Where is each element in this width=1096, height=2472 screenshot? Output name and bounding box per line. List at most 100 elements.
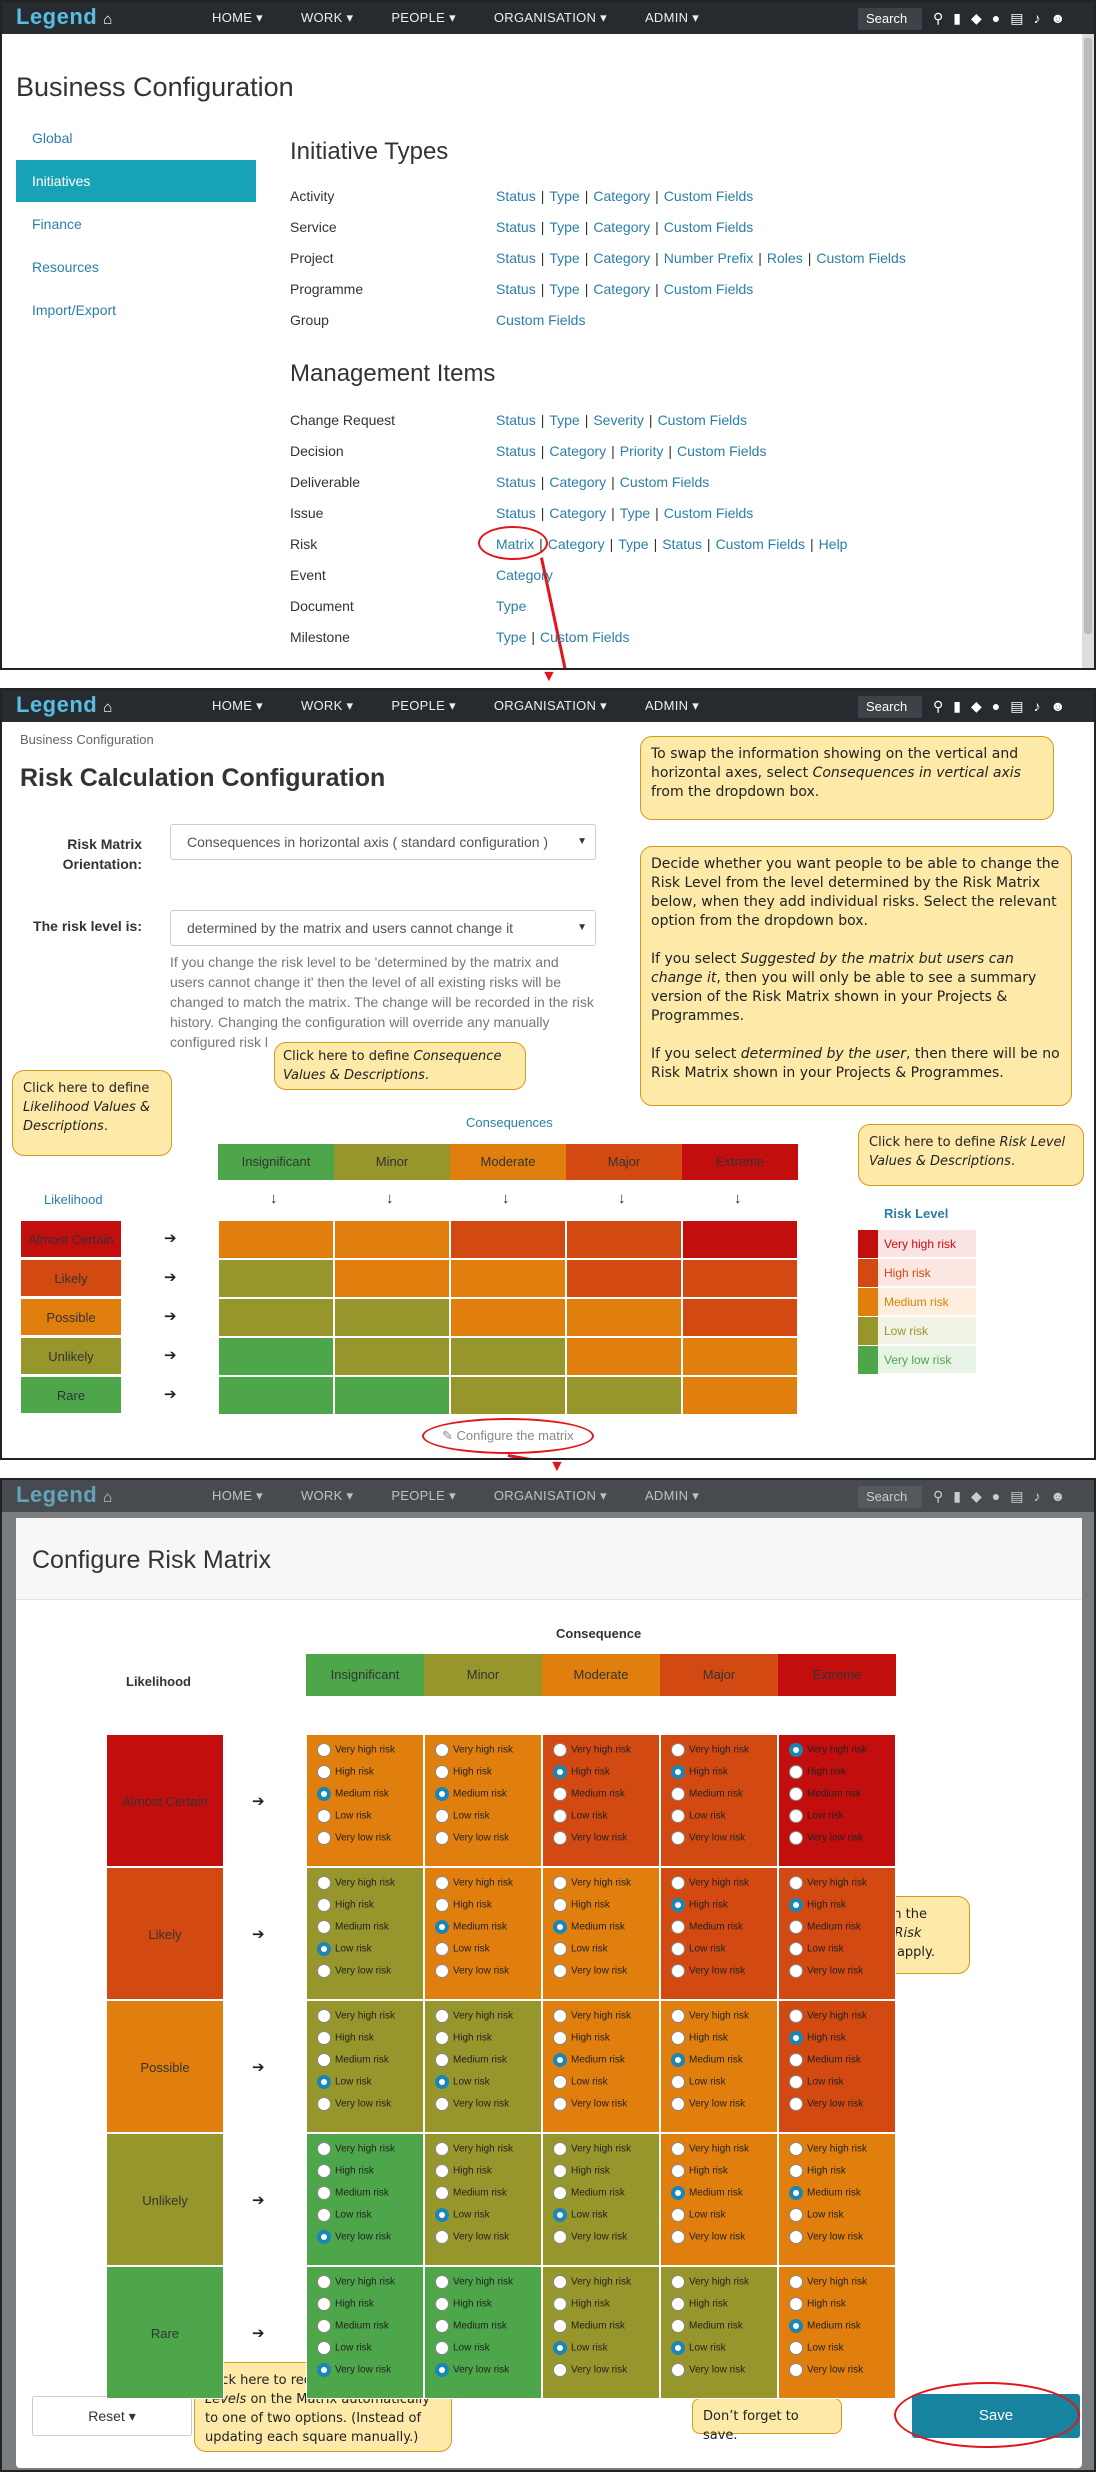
radio-button[interactable]	[671, 2230, 685, 2244]
radio-button[interactable]	[789, 1920, 803, 1934]
radio-button[interactable]	[317, 2297, 331, 2311]
link-status[interactable]: Status	[496, 250, 536, 266]
risk-level-radio[interactable]: Low risk	[789, 2341, 844, 2355]
risk-level-radio[interactable]: Medium risk	[671, 2053, 743, 2067]
risk-level-radio[interactable]: High risk	[435, 2297, 492, 2311]
risk-level-radio[interactable]: Very high risk	[789, 2142, 867, 2156]
risk-level-radio[interactable]: Medium risk	[671, 1787, 743, 1801]
link-category[interactable]: Category	[593, 281, 651, 297]
risk-level-radio[interactable]: Very high risk	[553, 2142, 631, 2156]
risk-level-radio[interactable]: Medium risk	[671, 1920, 743, 1934]
risk-level-radio[interactable]: Medium risk	[789, 1920, 861, 1934]
chat-icon[interactable]: ●	[991, 1488, 1001, 1504]
risk-level-radio[interactable]: High risk	[435, 1898, 492, 1912]
risk-level-radio[interactable]: Very high risk	[553, 1743, 631, 1757]
risk-level-radio[interactable]: High risk	[317, 1898, 374, 1912]
consequence-header-cell[interactable]: Minor	[424, 1654, 542, 1696]
radio-button[interactable]	[671, 1898, 685, 1912]
radio-button[interactable]	[789, 2230, 803, 2244]
link-severity[interactable]: Severity	[593, 412, 644, 428]
link-priority[interactable]: Priority	[619, 443, 664, 459]
risk-level-radio[interactable]: Low risk	[553, 2341, 608, 2355]
menu-item-work[interactable]: WORK ▾	[300, 10, 354, 25]
home-icon[interactable]: ⌂	[103, 11, 113, 28]
risk-level-radio[interactable]: Medium risk	[553, 1920, 625, 1934]
risk-level-radio[interactable]: Very low risk	[789, 1964, 863, 1978]
risk-level-radio[interactable]: Low risk	[553, 1942, 608, 1956]
radio-button[interactable]	[317, 1898, 331, 1912]
radio-button[interactable]	[789, 1964, 803, 1978]
radio-button[interactable]	[317, 2186, 331, 2200]
link-category[interactable]: Category	[593, 250, 651, 266]
radio-button[interactable]	[317, 2031, 331, 2045]
radio-button[interactable]	[435, 2053, 449, 2067]
user-icon[interactable]: ☻	[1050, 698, 1066, 714]
user-icon[interactable]: ☻	[1050, 10, 1066, 26]
link-category[interactable]: Category	[496, 567, 553, 583]
likelihood-row-label[interactable]: Possible	[106, 2000, 224, 2133]
risk-level-radio[interactable]: High risk	[671, 1765, 728, 1779]
link-category[interactable]: Category	[549, 505, 607, 521]
risk-level-radio[interactable]: High risk	[789, 2164, 846, 2178]
risk-level-radio[interactable]: Low risk	[317, 1942, 372, 1956]
risk-level-radio[interactable]: Medium risk	[789, 2319, 861, 2333]
link-custom-fields[interactable]: Custom Fields	[677, 443, 767, 459]
sidebar-item-importexport[interactable]: Import/Export	[32, 302, 117, 318]
radio-button[interactable]	[671, 1831, 685, 1845]
radio-button[interactable]	[317, 2208, 331, 2222]
risk-level-radio[interactable]: Very high risk	[435, 2009, 513, 2023]
radio-button[interactable]	[671, 2341, 685, 2355]
risk-level-radio[interactable]: Very low risk	[789, 2097, 863, 2111]
search-icon[interactable]: ⚲	[933, 698, 944, 714]
radio-button[interactable]	[671, 2363, 685, 2377]
risk-level-radio[interactable]: High risk	[553, 2164, 610, 2178]
risk-level-link[interactable]: Risk Level	[884, 1206, 949, 1221]
radio-button[interactable]	[317, 1765, 331, 1779]
risk-level-radio[interactable]: Very high risk	[435, 2142, 513, 2156]
likelihood-row-label[interactable]: Unlikely	[106, 2133, 224, 2266]
risk-level-radio[interactable]: High risk	[671, 2297, 728, 2311]
link-type[interactable]: Type	[549, 250, 580, 266]
menu-item-admin[interactable]: ADMIN ▾	[644, 10, 700, 25]
link-help[interactable]: Help	[818, 536, 848, 552]
link-type[interactable]: Type	[496, 629, 527, 645]
radio-button[interactable]	[553, 1876, 567, 1890]
radio-button[interactable]	[671, 1809, 685, 1823]
radio-button[interactable]	[671, 1765, 685, 1779]
radio-button[interactable]	[317, 2341, 331, 2355]
radio-button[interactable]	[317, 1876, 331, 1890]
menu-item-organisation[interactable]: ORGANISATION ▾	[493, 1488, 607, 1503]
risk-level-radio[interactable]: High risk	[671, 1898, 728, 1912]
radio-button[interactable]	[317, 2164, 331, 2178]
radio-button[interactable]	[317, 2275, 331, 2289]
risk-level-radio[interactable]: Very low risk	[553, 1964, 627, 1978]
risk-level-radio[interactable]: Low risk	[553, 2208, 608, 2222]
radio-button[interactable]	[317, 2075, 331, 2089]
radio-button[interactable]	[553, 2009, 567, 2023]
menu-item-home[interactable]: HOME ▾	[212, 10, 263, 25]
breadcrumb[interactable]: Business Configuration	[20, 732, 154, 747]
risk-level-radio[interactable]: Medium risk	[317, 1787, 389, 1801]
risk-level-radio[interactable]: Medium risk	[553, 1787, 625, 1801]
risk-level-radio[interactable]: Very high risk	[671, 2275, 749, 2289]
bell-icon[interactable]: ♪	[1033, 1488, 1041, 1504]
risk-level-radio[interactable]: Medium risk	[789, 2186, 861, 2200]
radio-button[interactable]	[553, 1743, 567, 1757]
risk-level-radio[interactable]: Medium risk	[317, 1920, 389, 1934]
consequence-header-cell[interactable]: Extreme	[682, 1144, 798, 1180]
radio-button[interactable]	[553, 2208, 567, 2222]
menu-item-home[interactable]: HOME ▾	[212, 1488, 263, 1503]
risk-level-radio[interactable]: Low risk	[317, 2208, 372, 2222]
risk-level-radio[interactable]: High risk	[317, 2297, 374, 2311]
menu-item-people[interactable]: PEOPLE ▾	[391, 1488, 456, 1503]
radio-button[interactable]	[671, 1743, 685, 1757]
radio-button[interactable]	[317, 1787, 331, 1801]
radio-button[interactable]	[435, 1920, 449, 1934]
radio-button[interactable]	[435, 2363, 449, 2377]
radio-button[interactable]	[435, 2097, 449, 2111]
risk-level-radio[interactable]: Low risk	[671, 1942, 726, 1956]
likelihood-row-label[interactable]: Unlikely	[20, 1337, 122, 1375]
risk-level-radio[interactable]: Medium risk	[317, 2319, 389, 2333]
link-custom-fields[interactable]: Custom Fields	[663, 219, 754, 235]
risk-level-radio[interactable]: High risk	[789, 2031, 846, 2045]
